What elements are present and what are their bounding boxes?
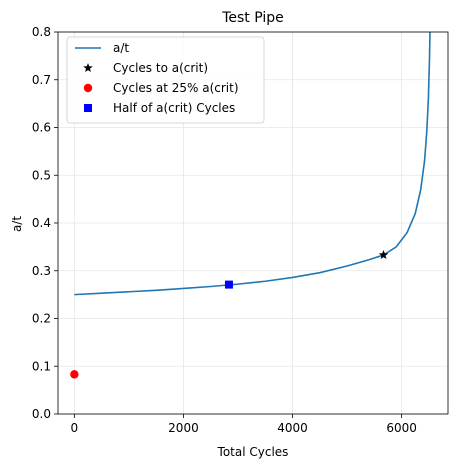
- y-tick-label: 0.2: [32, 312, 51, 326]
- legend: a/t Cycles to a(crit) Cycles at 25% a(crit…: [66, 36, 265, 124]
- data-point-circle: [70, 370, 79, 379]
- legend-box: [66, 36, 265, 124]
- plot-area: [70, 32, 431, 379]
- y-tick-label: 0.7: [32, 73, 51, 87]
- y-tick-label: 0.0: [32, 407, 51, 421]
- axis-ticks: 0 2000 4000 6000 0.0 0.1 0.2 0.3 0.4 0.5 0.6 0.7 0.8: [32, 25, 417, 435]
- legend-label: Cycles at 25% a(crit): [113, 81, 239, 95]
- x-axis-label: Total Cycles: [217, 445, 289, 459]
- x-tick-label: 2000: [168, 421, 199, 435]
- y-tick-label: 0.8: [32, 25, 51, 39]
- legend-label: a/t: [113, 41, 129, 55]
- data-point-square: [224, 280, 233, 289]
- y-tick-label: 0.5: [32, 168, 51, 182]
- series-line-a-t: [74, 32, 431, 296]
- y-tick-label: 0.1: [32, 359, 51, 373]
- y-axis-label: a/t: [10, 216, 24, 232]
- legend-marker-circle: [83, 83, 93, 93]
- legend-label: Half of a(crit) Cycles: [113, 101, 235, 115]
- legend-marker-square: [84, 104, 92, 112]
- x-tick-label: 6000: [386, 421, 417, 435]
- x-tick-label: 4000: [277, 421, 308, 435]
- chart-title: Test Pipe: [221, 10, 284, 26]
- y-tick-label: 0.4: [32, 216, 51, 230]
- data-point-star: [378, 249, 389, 260]
- legend-label: Cycles to a(crit): [113, 61, 208, 75]
- y-tick-label: 0.6: [32, 121, 51, 135]
- grid-lines: [58, 31, 448, 415]
- legend-marker-star: [83, 63, 93, 73]
- y-tick-label: 0.3: [32, 264, 51, 278]
- x-tick-label: 0: [71, 421, 79, 435]
